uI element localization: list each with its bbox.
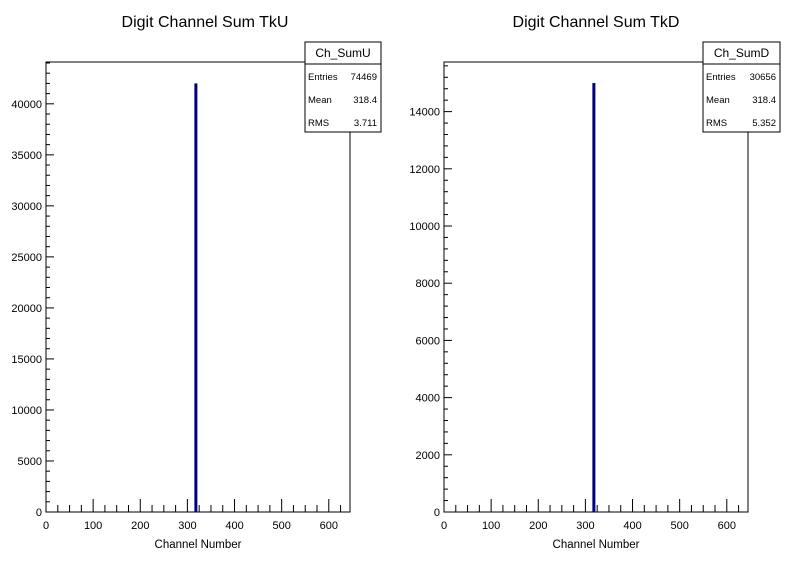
x-tick-label: 300: [576, 520, 594, 532]
stats-row-value: 74469: [351, 72, 377, 83]
chart-title: Digit Channel Sum TkD: [513, 14, 680, 31]
stats-row-value: 318.4: [353, 95, 377, 106]
x-tick-label: 300: [178, 520, 196, 532]
stats-box-border: [304, 41, 382, 133]
x-tick-label: 500: [670, 520, 688, 532]
y-tick-label: 10000: [11, 405, 42, 417]
stats-histogram-name: Ch_SumU: [315, 46, 370, 60]
x-tick-label: 200: [131, 520, 149, 532]
y-tick-label: 40000: [11, 99, 42, 111]
x-tick-label: 600: [320, 520, 338, 532]
y-tick-label: 25000: [11, 252, 42, 264]
histogram-bar: [592, 83, 596, 513]
stats-row-value: 30656: [750, 72, 776, 83]
chart-title: Digit Channel Sum TkU: [122, 14, 289, 31]
stats-box: Ch_SumU Entries 74469 Mean 318.4 RMS 3.711: [304, 41, 382, 133]
stats-row-label: Mean: [706, 95, 730, 106]
histogram-panel-0: Digit Channel Sum TkU0500010000150002000…: [11, 14, 382, 551]
stats-row-label: RMS: [308, 118, 329, 129]
plot-frame: [45, 61, 351, 513]
y-tick-label: 8000: [416, 278, 440, 290]
x-tick-label: 200: [529, 520, 547, 532]
stats-row-label: Entries: [308, 72, 338, 83]
histogram-panel-1: Digit Channel Sum TkD0200040006000800010…: [409, 14, 781, 551]
y-tick-label: 20000: [11, 303, 42, 315]
plot-frame: [443, 61, 749, 513]
stats-row-value: 3.711: [354, 118, 377, 129]
y-tick-label: 12000: [409, 164, 440, 176]
y-tick-label: 0: [36, 507, 42, 519]
y-tick-label: 6000: [416, 335, 440, 347]
y-tick-label: 30000: [11, 201, 42, 213]
x-tick-label: 600: [718, 520, 736, 532]
x-axis-title: Channel Number: [155, 539, 242, 551]
stats-row-label: Mean: [308, 95, 332, 106]
y-tick-label: 4000: [416, 393, 440, 405]
x-tick-label: 400: [623, 520, 641, 532]
stats-box-border: [702, 41, 781, 133]
x-tick-label: 500: [272, 520, 290, 532]
y-tick-label: 5000: [18, 456, 42, 468]
x-tick-label: 100: [84, 520, 102, 532]
x-tick-label: 400: [225, 520, 243, 532]
stats-row-label: RMS: [706, 118, 727, 129]
y-tick-label: 14000: [409, 107, 440, 119]
y-tick-label: 35000: [11, 150, 42, 162]
x-axis-title: Channel Number: [553, 539, 640, 551]
stats-row-value: 318.4: [752, 95, 776, 106]
y-tick-label: 0: [434, 507, 440, 519]
stats-row-label: Entries: [706, 72, 736, 83]
stats-row-value: 5.352: [752, 118, 776, 129]
x-tick-label: 100: [482, 520, 500, 532]
stats-histogram-name: Ch_SumD: [714, 46, 770, 60]
y-tick-label: 15000: [11, 354, 42, 366]
x-tick-label: 0: [43, 520, 49, 532]
y-tick-label: 10000: [409, 221, 440, 233]
stats-box: Ch_SumD Entries 30656 Mean 318.4 RMS 5.352: [702, 41, 781, 133]
y-tick-label: 2000: [416, 450, 440, 462]
x-tick-label: 0: [441, 520, 447, 532]
histogram-bar: [194, 83, 198, 512]
